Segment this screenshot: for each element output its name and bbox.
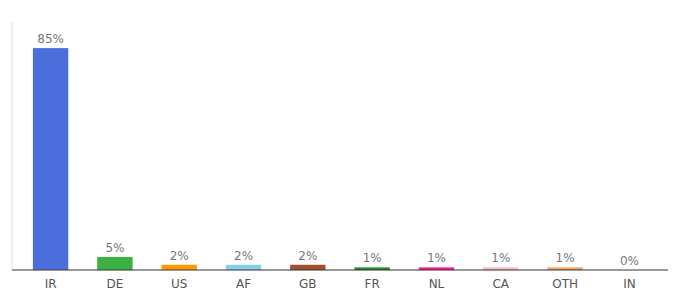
- data-labels: 85% 5% 2% 2% 2% 1% 1% 1% 1% 0%: [37, 32, 639, 268]
- x-tick-label: FR: [365, 277, 380, 291]
- bar: [97, 257, 132, 270]
- bar: [33, 48, 68, 270]
- data-label: 1%: [363, 251, 382, 265]
- data-label: 1%: [556, 251, 575, 265]
- bar: [290, 265, 325, 270]
- x-tick-label: NL: [429, 277, 445, 291]
- chart-container: 85% 5% 2% 2% 2% 1% 1% 1% 1% 0% IR DE US AF GB FR NL CA OTH…: [0, 0, 680, 300]
- x-tick-label: GB: [299, 277, 317, 291]
- x-tick-label: IN: [623, 277, 636, 291]
- x-tick-label: OTH: [552, 277, 578, 291]
- data-label: 5%: [105, 241, 124, 255]
- data-label: 1%: [491, 251, 510, 265]
- x-tick-label: IR: [45, 277, 57, 291]
- page: {"chart_data": {"type": "bar", "categori…: [0, 0, 680, 300]
- x-axis-line: [12, 270, 668, 271]
- bar: [162, 265, 197, 270]
- x-tick-labels: IR DE US AF GB FR NL CA OTH IN: [45, 277, 636, 291]
- x-tick-label: CA: [492, 277, 509, 291]
- data-label: 2%: [298, 249, 317, 263]
- x-tick-label: US: [171, 277, 187, 291]
- x-tick-label: DE: [106, 277, 123, 291]
- bars: [33, 48, 583, 270]
- data-label: 2%: [234, 249, 253, 263]
- data-label: 1%: [427, 251, 446, 265]
- data-label: 0%: [620, 254, 639, 268]
- data-label: 85%: [37, 32, 64, 46]
- bar: [226, 265, 261, 270]
- x-tick-label: AF: [236, 277, 251, 291]
- y-range-line: [12, 22, 13, 270]
- chart: 85% 5% 2% 2% 2% 1% 1% 1% 1% 0% IR DE US AF GB FR NL CA OTH…: [0, 0, 680, 300]
- data-label: 2%: [170, 249, 189, 263]
